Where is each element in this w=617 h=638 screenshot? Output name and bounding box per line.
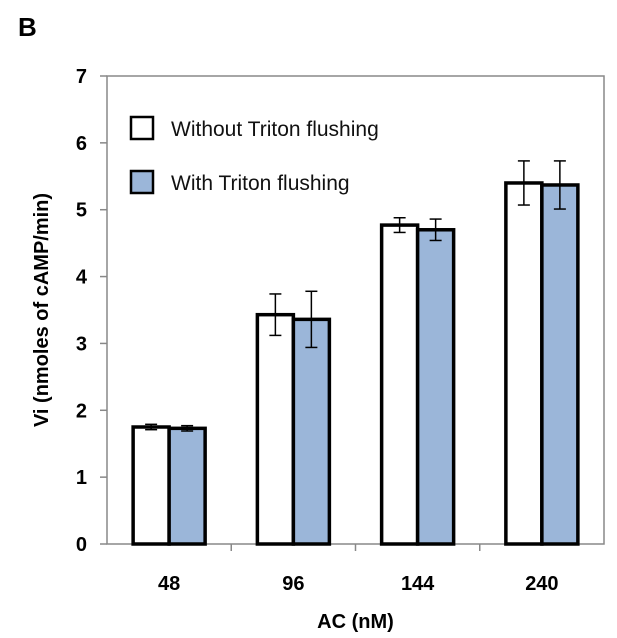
error-bar xyxy=(269,293,282,337)
legend-swatch-with-triton xyxy=(129,169,155,195)
legend: Without Triton flushing With Triton flus… xyxy=(129,115,379,195)
x-axis: 48 96 144 240 xyxy=(158,544,559,595)
bar-without-triton xyxy=(131,425,171,546)
bar-with-triton xyxy=(291,317,332,546)
x-axis-title: AC (nM) xyxy=(317,611,394,633)
error-bar xyxy=(517,160,530,206)
bars xyxy=(131,181,580,546)
bar-without-triton xyxy=(255,312,296,546)
error-bar xyxy=(305,290,318,349)
legend-swatch-without-triton xyxy=(129,115,155,141)
y-axis: 0 1 2 3 4 5 6 7 xyxy=(76,66,107,556)
y-tick-label: 6 xyxy=(76,133,87,155)
bar-with-triton xyxy=(540,183,580,546)
y-tick-label: 5 xyxy=(76,200,87,222)
x-category-label: 48 xyxy=(158,573,180,595)
y-axis-title: Vi (nmoles of cAMP/min) xyxy=(31,193,53,427)
y-tick-label: 3 xyxy=(76,333,87,355)
error-bar xyxy=(181,424,194,432)
error-bar xyxy=(393,216,406,234)
bar-without-triton xyxy=(504,181,544,546)
y-tick-label: 7 xyxy=(76,66,87,88)
bar-with-triton xyxy=(167,426,207,546)
x-category-label: 240 xyxy=(525,573,558,595)
error-bar xyxy=(429,218,442,242)
legend-label-without-triton: Without Triton flushing xyxy=(171,118,379,141)
y-tick-label: 1 xyxy=(76,467,87,489)
error-bars xyxy=(145,160,566,432)
y-tick-label: 4 xyxy=(76,267,88,289)
error-bar xyxy=(145,423,158,431)
x-category-label: 96 xyxy=(282,573,304,595)
error-bar xyxy=(553,160,566,210)
y-tick-label: 0 xyxy=(76,534,87,556)
bar-with-triton xyxy=(415,228,456,546)
x-category-label: 144 xyxy=(401,573,435,595)
panel-label: B xyxy=(18,12,37,42)
y-tick-label: 2 xyxy=(76,400,87,422)
bar-without-triton xyxy=(379,223,420,546)
legend-label-with-triton: With Triton flushing xyxy=(171,172,350,195)
